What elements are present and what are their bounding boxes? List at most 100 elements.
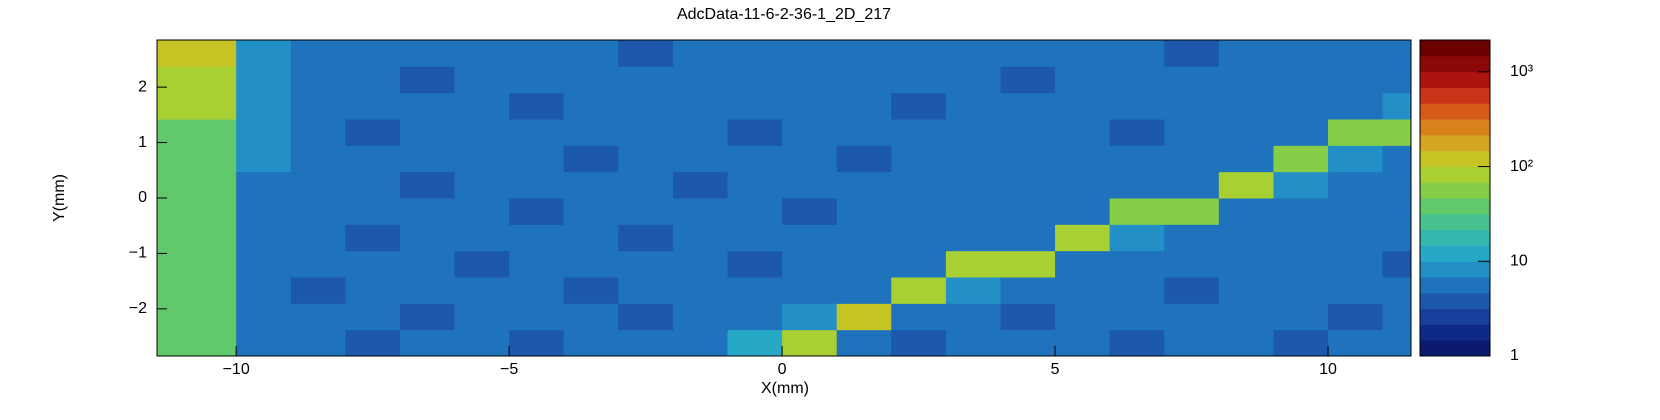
heatmap-cell: [236, 145, 292, 173]
heatmap-cell: [1109, 119, 1165, 146]
heatmap-cell: [727, 303, 783, 331]
heatmap-cell: [1328, 40, 1384, 67]
heatmap-cell: [727, 250, 783, 278]
heatmap-cell: [345, 92, 401, 120]
heatmap-cell: [672, 171, 728, 199]
heatmap-cell: [782, 145, 838, 173]
heatmap-cell: [345, 198, 401, 225]
heatmap-cell: [782, 329, 838, 357]
heatmap-cell: [1273, 303, 1329, 331]
x-axis-label: X(mm): [761, 380, 809, 397]
heatmap-cell: [618, 145, 674, 173]
heatmap-cell: [891, 40, 947, 67]
heatmap-cell: [1055, 145, 1111, 173]
heatmap-cell: [1164, 329, 1220, 357]
heatmap-cell: [1218, 40, 1274, 67]
y-tick-label: 2: [138, 78, 147, 95]
heatmap-cell: [782, 92, 838, 120]
heatmap-cell: [157, 145, 237, 173]
heatmap-cell: [563, 198, 619, 225]
heatmap-cell: [1109, 277, 1165, 304]
heatmap-cell: [836, 92, 892, 120]
heatmap-cell: [509, 198, 565, 225]
heatmap-cell: [1164, 277, 1220, 304]
heatmap-cell: [563, 277, 619, 304]
heatmap-cell: [509, 119, 565, 146]
heatmap-cell: [236, 171, 292, 199]
heatmap-cell: [1218, 329, 1274, 357]
heatmap-cell: [727, 171, 783, 199]
heatmap-cell: [727, 40, 783, 67]
heatmap-cell: [509, 277, 565, 304]
heatmap-cell: [345, 329, 401, 357]
heatmap-cell: [1218, 119, 1274, 146]
heatmap-cell: [1109, 40, 1165, 67]
heatmap-cell: [1328, 329, 1384, 357]
heatmap-cell: [157, 277, 237, 304]
heatmap-cell: [1273, 92, 1329, 120]
heatmap-cell: [1000, 145, 1056, 173]
heatmap-cell: [727, 92, 783, 120]
heatmap-cell: [945, 224, 1001, 252]
heatmap-cell: [345, 66, 401, 94]
heatmap-cell: [563, 171, 619, 199]
heatmap-cell: [945, 277, 1001, 304]
heatmap-cell: [1328, 250, 1384, 278]
heatmap-cell: [1328, 145, 1384, 173]
heatmap-cell: [157, 119, 237, 146]
heatmap-cell: [399, 92, 456, 120]
heatmap-cell: [1382, 66, 1412, 94]
heatmap-cell: [782, 303, 838, 331]
heatmap-cell: [618, 277, 674, 304]
heatmap-cell: [345, 277, 401, 304]
heatmap-cell: [345, 145, 401, 173]
heatmap-cell: [1164, 171, 1220, 199]
heatmap-cell: [509, 145, 565, 173]
heatmap-cell: [345, 171, 401, 199]
colorbar-swatch: [1420, 134, 1490, 152]
heatmap-cell: [454, 92, 510, 120]
heatmap-cell: [509, 224, 565, 252]
heatmap-cell: [782, 224, 838, 252]
heatmap-cell: [290, 171, 346, 199]
heatmap-cell: [1328, 171, 1384, 199]
heatmap-cell: [290, 66, 346, 94]
colorbar-swatch: [1420, 166, 1490, 183]
heatmap-cell: [1273, 66, 1329, 94]
heatmap-cell: [236, 224, 292, 252]
colorbar-frame: [1419, 39, 1491, 357]
colorbar-swatch: [1420, 40, 1490, 57]
heatmap-cell: [290, 92, 346, 120]
heatmap-cell: [1055, 92, 1111, 120]
heatmap-cell: [1382, 224, 1412, 252]
heatmap-cell: [1273, 250, 1329, 278]
heatmap-cell: [1164, 198, 1220, 225]
colorbar-swatch: [1420, 198, 1490, 215]
heatmap-cell: [157, 66, 237, 94]
heatmap-cell: [399, 171, 456, 199]
heatmap-cell: [672, 145, 728, 173]
heatmap-cell: [509, 66, 565, 94]
heatmap-cell: [618, 119, 674, 146]
heatmap-cell: [836, 40, 892, 67]
heatmap-cell: [1382, 277, 1412, 304]
heatmap-cell: [1109, 66, 1165, 94]
heatmap-cell: [727, 329, 783, 357]
colorbar-swatch: [1420, 87, 1490, 104]
heatmap-cell: [672, 119, 728, 146]
heatmap-cell: [157, 303, 237, 331]
heatmap-cell: [1164, 66, 1220, 94]
heatmap-cell: [1273, 198, 1329, 225]
heatmap-cell: [1164, 250, 1220, 278]
heatmap-cell: [1218, 92, 1274, 120]
heatmap-cell: [1328, 92, 1384, 120]
heatmap-cell: [345, 40, 401, 67]
colorbar-swatch: [1420, 103, 1490, 120]
heatmap-cell: [157, 224, 237, 252]
heatmap-cell: [399, 329, 456, 357]
heatmap-cell: [236, 119, 292, 146]
heatmap-cell: [290, 119, 346, 146]
heatmap-cell: [454, 66, 510, 94]
